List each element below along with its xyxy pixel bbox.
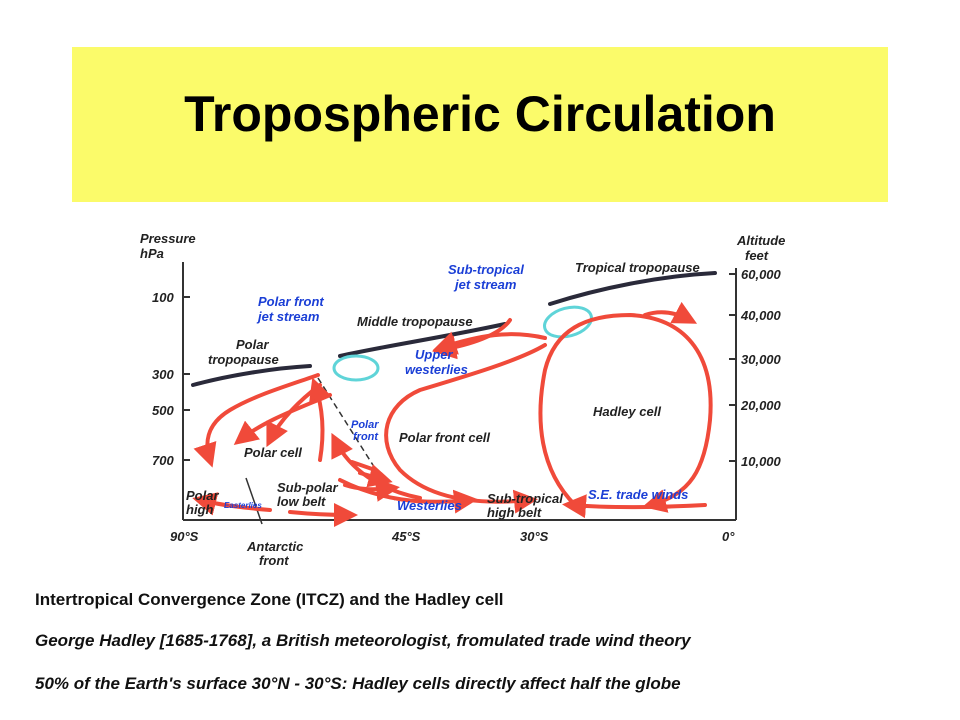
label-subtropical-high-2: high belt [487, 505, 542, 520]
right-tick-40000: 40,000 [740, 308, 782, 323]
jet-streams [332, 305, 593, 382]
subpolar-low-arrow [288, 502, 358, 527]
label-subpolar-low-2: low belt [277, 494, 326, 509]
label-antarctic-front-1: Antarctic [246, 539, 304, 554]
subtropical-jet-ellipse [543, 305, 593, 339]
label-subtropical-jet-1: Sub-tropical [448, 262, 524, 277]
title-banner: Tropospheric Circulation [72, 47, 888, 202]
antarctic-front-line [245, 477, 263, 525]
polar-cell-return [233, 393, 332, 445]
label-polar-tropopause-2: tropopause [208, 352, 279, 367]
polar-cell-rising [308, 377, 332, 462]
hadley-cell-loop [538, 312, 713, 513]
right-axis-title-1: Altitude [736, 233, 785, 248]
label-westerlies: Westerlies [397, 498, 462, 513]
label-subtropical-jet-2: jet stream [453, 277, 517, 292]
right-tick-10000: 10,000 [741, 454, 782, 469]
label-subpolar-low-1: Sub-polar [277, 480, 339, 495]
left-tick-100: 100 [152, 290, 174, 305]
label-easterlies: Easterlies [224, 501, 262, 510]
label-polar-front-cell: Polar front cell [399, 430, 490, 445]
label-tropical-tropopause: Tropical tropopause [575, 260, 700, 275]
label-polar-front-jet-1: Polar front [258, 294, 324, 309]
label-polar-cell: Polar cell [244, 445, 302, 460]
axes [182, 262, 737, 521]
se-trade-winds-arrow [562, 494, 707, 519]
label-antarctic-front-2: front [259, 553, 289, 568]
caption-hadley-history: George Hadley [1685-1768], a British met… [35, 631, 691, 650]
polar-tropopause-line [191, 364, 312, 387]
right-tick-20000: 20,000 [740, 398, 782, 413]
tropopause-lines [191, 271, 717, 387]
polar-front-jet-ellipse [332, 354, 380, 382]
left-tick-500: 500 [152, 403, 174, 418]
circulation-arrows [192, 301, 713, 527]
polar-front-cell-top [432, 318, 512, 360]
bottom-tick-90s: 90°S [170, 529, 199, 544]
middle-tropopause-line [338, 322, 507, 358]
polar-cell-descending [266, 383, 322, 448]
polar-cell-loop [193, 373, 320, 468]
label-middle-tropopause: Middle tropopause [357, 314, 473, 329]
left-tick-700: 700 [152, 453, 174, 468]
left-tick-300: 300 [152, 367, 174, 382]
label-upper-westerlies-1: Upper [415, 347, 454, 362]
label-hadley-cell: Hadley cell [593, 404, 661, 419]
bottom-tick-45s: 45°S [391, 529, 421, 544]
label-se-trade-winds: S.E. trade winds [588, 487, 688, 502]
label-upper-westerlies-2: westerlies [405, 362, 468, 377]
easterlies-arrow [192, 492, 272, 516]
tropical-tropopause-line [548, 271, 717, 306]
left-axis-title-1: Pressure [140, 231, 196, 246]
label-polar-front-jet-2: jet stream [256, 309, 320, 324]
label-polar-front-1: Polar [351, 419, 379, 431]
label-polar-high-2: high [186, 502, 213, 517]
caption-itcz: Intertropical Convergence Zone (ITCZ) an… [35, 590, 504, 609]
right-tick-30000: 30,000 [741, 352, 782, 367]
right-axis-title-2: feet [745, 248, 769, 263]
right-tick-60000: 60,000 [741, 267, 782, 282]
label-subtropical-high-1: Sub-tropical [487, 491, 563, 506]
left-axis-title-2: hPa [140, 246, 164, 261]
caption-earth-surface: 50% of the Earth's surface 30°N - 30°S: … [35, 674, 681, 693]
bottom-tick-0: 0° [722, 529, 735, 544]
label-polar-tropopause-1: Polar [236, 337, 269, 352]
hadley-cell-top [643, 301, 698, 324]
bottom-tick-30s: 30°S [520, 529, 549, 544]
page-title: Tropospheric Circulation [184, 86, 776, 142]
label-polar-front-2: front [353, 431, 379, 443]
label-polar-high-1: Polar [186, 488, 219, 503]
